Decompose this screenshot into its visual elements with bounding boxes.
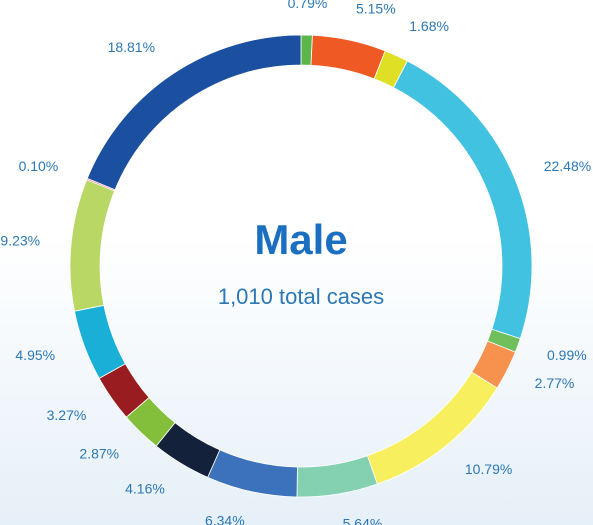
data-label: 2.87%: [79, 445, 119, 461]
donut-segment: [86, 34, 302, 191]
data-label: 0.79%: [288, 0, 328, 11]
data-label: 4.16%: [125, 481, 165, 497]
donut-segment: [69, 179, 116, 312]
donut-segment: [300, 34, 313, 66]
data-label: 5.64%: [343, 515, 383, 525]
data-label: 5.15%: [356, 1, 396, 17]
data-label: 4.95%: [15, 347, 55, 363]
data-label: 10.79%: [465, 461, 512, 477]
data-label: 18.81%: [108, 39, 155, 55]
donut-segment: [207, 449, 298, 498]
chart-title: Male: [254, 216, 347, 263]
data-label: 3.27%: [47, 407, 87, 423]
data-label: 9.23%: [0, 232, 40, 248]
donut-segment: [393, 60, 533, 340]
donut-segment: [310, 34, 386, 80]
data-label: 6.34%: [205, 513, 245, 525]
donut-segment: [296, 455, 378, 498]
data-label: 1.68%: [409, 18, 449, 34]
donut-segment: [73, 304, 126, 379]
data-label: 0.99%: [547, 347, 587, 363]
chart-subtitle: 1,010 total cases: [218, 284, 384, 309]
data-label: 2.77%: [535, 375, 575, 391]
data-label: 22.48%: [544, 158, 591, 174]
data-label: 0.10%: [19, 158, 59, 174]
